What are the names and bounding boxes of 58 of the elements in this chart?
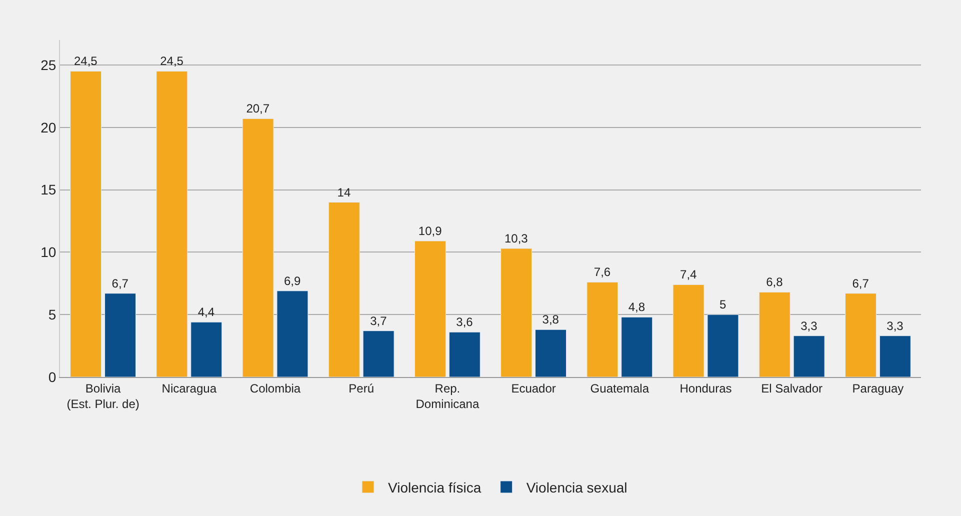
x-tick-label: Rep. Dominicana <box>416 381 480 411</box>
legend-label: Violencia física <box>388 479 482 496</box>
bar <box>328 202 360 377</box>
data-label: 3,8 <box>542 312 560 327</box>
x-tick-label: Bolivia (Est. Plur. de) <box>66 381 140 411</box>
data-label: 10,3 <box>504 231 528 246</box>
data-label: 5 <box>719 298 726 312</box>
bar <box>707 314 739 377</box>
y-tick-label: 25 <box>40 56 56 73</box>
y-tick-label: 15 <box>40 182 56 198</box>
data-label: 6,7 <box>852 276 870 290</box>
data-label: 3,3 <box>800 318 818 333</box>
data-label: 24,5 <box>160 54 184 68</box>
bar <box>672 284 704 377</box>
x-tick-label: Nicaragua <box>162 381 217 396</box>
y-tick-label: 5 <box>48 306 56 322</box>
bar <box>621 316 653 377</box>
bar <box>586 282 618 377</box>
legend-label: Violencia sexual <box>526 479 628 496</box>
bar <box>156 70 188 377</box>
data-label: 10,9 <box>418 224 442 238</box>
bar <box>758 292 790 377</box>
bar <box>414 240 446 377</box>
bar <box>242 118 274 377</box>
x-tick-label: El Salvador <box>761 381 823 396</box>
data-label: 3,7 <box>370 314 388 328</box>
data-label: 7,6 <box>594 265 611 280</box>
bar <box>448 332 480 377</box>
bar <box>844 293 876 377</box>
bar <box>190 322 222 377</box>
data-label: 3,3 <box>886 318 904 333</box>
bar <box>362 330 394 377</box>
x-tick-label: Guatemala <box>590 381 650 396</box>
bar <box>879 336 911 377</box>
bar <box>70 70 102 377</box>
y-tick-label: 20 <box>40 119 56 136</box>
data-label: 24,5 <box>74 54 98 68</box>
bar <box>500 248 532 377</box>
data-label: 7,4 <box>680 268 698 282</box>
bar <box>276 290 308 377</box>
data-label: 6,8 <box>766 275 784 290</box>
data-label: 4,4 <box>198 305 215 320</box>
data-label: 14 <box>337 185 351 200</box>
x-tick-label: Ecuador <box>511 381 556 396</box>
data-label: 6,7 <box>112 276 129 290</box>
data-label: 3,6 <box>456 315 474 330</box>
bar <box>793 336 825 377</box>
x-tick-label: Colombia <box>250 381 301 396</box>
y-tick-label: 10 <box>40 244 56 260</box>
x-tick-label: Honduras <box>680 381 732 396</box>
y-tick-label: 0 <box>48 368 56 385</box>
bar <box>104 293 136 377</box>
x-tick-label: Perú <box>348 381 374 396</box>
data-label: 6,9 <box>284 274 301 288</box>
x-tick-label: Paraguay <box>852 381 904 396</box>
data-label: 4,8 <box>628 300 646 314</box>
data-label: 20,7 <box>246 102 270 116</box>
bar <box>535 329 567 377</box>
